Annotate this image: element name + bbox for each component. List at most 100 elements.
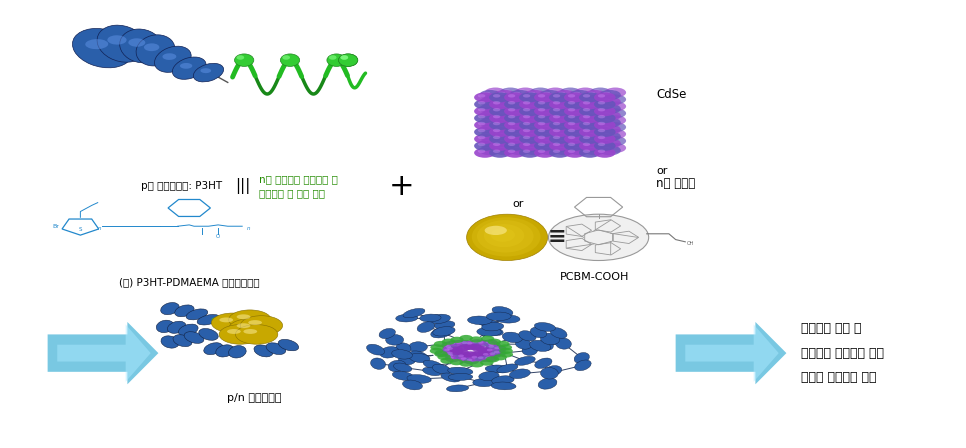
Circle shape (485, 101, 506, 112)
Circle shape (504, 92, 526, 102)
Polygon shape (675, 322, 786, 384)
Circle shape (573, 126, 581, 130)
Ellipse shape (538, 378, 557, 389)
Circle shape (594, 113, 615, 123)
Circle shape (459, 340, 474, 347)
Circle shape (598, 115, 605, 118)
Circle shape (568, 122, 575, 125)
Circle shape (539, 104, 561, 114)
Circle shape (495, 118, 516, 128)
Circle shape (582, 115, 590, 118)
Circle shape (509, 125, 531, 134)
Circle shape (543, 133, 551, 137)
Circle shape (495, 111, 516, 121)
Circle shape (523, 150, 530, 153)
Circle shape (575, 95, 596, 104)
Circle shape (434, 351, 447, 357)
Circle shape (543, 112, 551, 116)
Circle shape (498, 345, 512, 350)
Circle shape (509, 111, 531, 121)
Circle shape (529, 115, 552, 125)
Ellipse shape (366, 344, 384, 355)
Circle shape (539, 111, 561, 121)
Ellipse shape (423, 367, 441, 376)
Circle shape (458, 354, 464, 357)
Ellipse shape (392, 349, 412, 359)
Circle shape (539, 132, 561, 142)
Circle shape (588, 120, 595, 123)
Circle shape (582, 142, 590, 146)
Circle shape (523, 115, 530, 118)
Circle shape (563, 145, 571, 148)
Circle shape (545, 122, 566, 132)
Circle shape (543, 147, 551, 151)
Circle shape (579, 92, 601, 102)
Ellipse shape (433, 364, 451, 374)
Ellipse shape (472, 379, 495, 387)
Circle shape (464, 351, 477, 358)
Circle shape (573, 133, 581, 137)
Circle shape (470, 361, 484, 367)
Ellipse shape (107, 35, 127, 45)
Ellipse shape (575, 360, 591, 370)
Circle shape (553, 136, 560, 139)
Circle shape (444, 343, 450, 345)
Circle shape (549, 131, 555, 134)
Circle shape (598, 101, 605, 104)
Ellipse shape (515, 356, 535, 365)
Circle shape (441, 339, 455, 345)
Circle shape (509, 97, 531, 107)
Circle shape (528, 147, 535, 151)
Circle shape (593, 117, 601, 121)
Circle shape (481, 336, 495, 342)
Circle shape (519, 141, 541, 151)
Circle shape (549, 92, 571, 102)
Circle shape (498, 92, 505, 95)
Circle shape (528, 126, 535, 130)
Circle shape (456, 345, 469, 352)
Circle shape (498, 99, 505, 102)
Circle shape (549, 106, 571, 116)
Circle shape (483, 112, 491, 116)
Circle shape (509, 145, 531, 155)
Ellipse shape (379, 328, 395, 339)
Circle shape (579, 99, 601, 109)
Circle shape (582, 129, 590, 132)
Circle shape (573, 120, 581, 123)
Circle shape (538, 142, 545, 146)
Circle shape (539, 138, 561, 148)
Circle shape (558, 92, 565, 95)
Circle shape (553, 101, 560, 104)
Circle shape (509, 118, 531, 128)
Circle shape (474, 92, 496, 102)
Ellipse shape (197, 314, 220, 325)
Ellipse shape (410, 351, 429, 362)
Circle shape (588, 133, 595, 137)
Text: 나노구조 제어 및: 나노구조 제어 및 (801, 322, 862, 335)
Ellipse shape (492, 306, 513, 316)
Ellipse shape (509, 369, 530, 379)
Circle shape (489, 134, 511, 144)
Circle shape (515, 122, 536, 132)
Circle shape (553, 129, 560, 132)
Circle shape (609, 124, 615, 127)
Ellipse shape (72, 29, 132, 68)
Circle shape (593, 138, 601, 141)
Circle shape (605, 87, 626, 98)
Circle shape (538, 150, 545, 153)
Circle shape (491, 349, 506, 357)
Circle shape (598, 136, 605, 139)
Circle shape (579, 103, 585, 107)
Circle shape (559, 129, 582, 139)
Circle shape (534, 141, 555, 151)
Text: S: S (78, 227, 82, 232)
Ellipse shape (496, 315, 520, 323)
Ellipse shape (219, 318, 233, 323)
Circle shape (588, 92, 595, 95)
Circle shape (485, 341, 500, 349)
Ellipse shape (491, 228, 515, 242)
Circle shape (598, 150, 605, 153)
Circle shape (485, 143, 506, 153)
Circle shape (563, 96, 571, 99)
Circle shape (594, 134, 615, 144)
